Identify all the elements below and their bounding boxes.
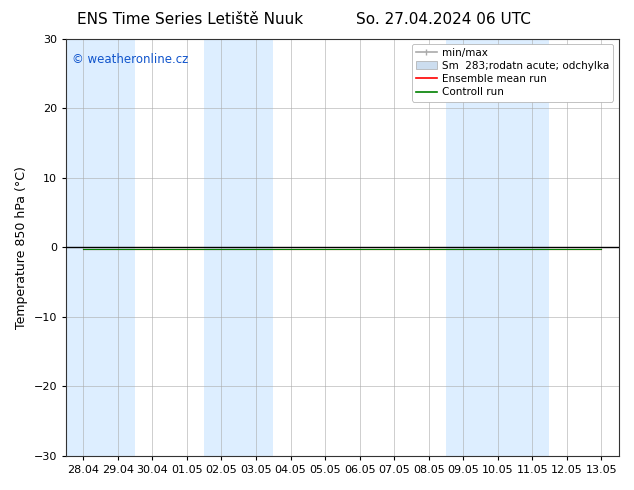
Legend: min/max, Sm  283;rodatn acute; odchylka, Ensemble mean run, Controll run: min/max, Sm 283;rodatn acute; odchylka, … [411, 44, 613, 101]
Text: © weatheronline.cz: © weatheronline.cz [72, 53, 188, 66]
Y-axis label: Temperature 850 hPa (°C): Temperature 850 hPa (°C) [15, 166, 28, 329]
Text: ENS Time Series Letiště Nuuk: ENS Time Series Letiště Nuuk [77, 12, 303, 27]
Bar [66, 39, 135, 456]
Bar [446, 39, 550, 456]
Bar [204, 39, 273, 456]
Text: So. 27.04.2024 06 UTC: So. 27.04.2024 06 UTC [356, 12, 531, 27]
